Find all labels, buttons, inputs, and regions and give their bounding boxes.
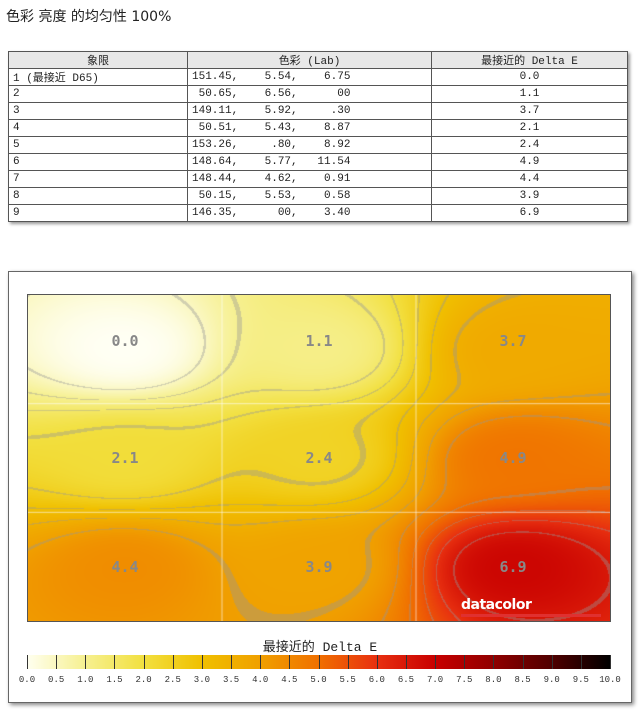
colorbar-tick [289,655,291,669]
colorbar-tick [551,655,553,669]
colorbar-tick [435,655,437,669]
quadrant-cell: 7 [8,170,188,188]
colorbar-tick [347,655,349,669]
colorbar-tick [376,655,378,669]
lab-cell: 50.51, 5.43, 8.87 [187,119,432,137]
colorbar-tick [464,655,466,669]
colorbar-tick-label: 9.0 [543,675,560,685]
col-delta-e: 最接近的 Delta E [431,51,628,69]
uniformity-table: 象限 色彩 (Lab) 最接近的 Delta E 1 (最接近 D65) 151.… [8,51,628,222]
table-row: 5 153.26, .80, 8.92 2.4 [8,136,628,154]
table-row: 3 149.11, 5.92, .30 3.7 [8,102,628,120]
colorbar-tick-label: 2.5 [164,675,181,685]
colorbar-tick [318,655,320,669]
col-lab: 色彩 (Lab) [187,51,432,69]
lab-cell: 148.44, 4.62, 0.91 [187,170,432,188]
page-title: 色彩 亮度 的均匀性 100% [6,9,172,25]
quadrant-cell: 5 [8,136,188,154]
quadrant-value-label: 4.9 [499,449,527,467]
colorbar-tick [580,655,582,669]
colorbar-tick [260,655,262,669]
colorbar-tick-label: 0.5 [48,675,65,685]
table-row: 6 148.64, 5.77, 11.54 4.9 [8,153,628,171]
quadrant-value-label: 3.9 [305,557,333,576]
quadrant-cell: 2 [8,85,188,103]
colorbar-tick-label: 5.5 [339,675,356,685]
delta-e-cell: 3.9 [431,187,628,205]
quadrant-cell: 3 [8,102,188,120]
delta-e-cell: 4.4 [431,170,628,188]
table-row: 4 50.51, 5.43, 8.87 2.1 [8,119,628,137]
heatmap-panel: 0.0 1.1 3.7 2.1 2.4 4.9 4.4 3.9 6.9 datacolor 最接… [8,271,632,703]
colorbar-tick-label: 5.0 [310,675,327,685]
colorbar-tick [27,655,28,669]
colorbar-tick-label: 1.0 [77,675,94,685]
colorbar-tick-label: 6.5 [397,675,415,685]
table-row: 2 50.65, 6.56, 00 1.1 [8,85,628,103]
delta-e-cell: 0.0 [431,68,628,86]
colorbar-tick [201,655,203,669]
table-row: 8 50.15, 5.53, 0.58 3.9 [8,187,628,205]
colorbar-tick-label: 10.0 [599,675,621,685]
lab-cell: 146.35, 00, 3.40 [187,204,432,222]
colorbar-tick-label: 4.0 [252,675,269,685]
colorbar-title: 最接近的 Delta E [262,640,378,655]
quadrant-value-label: 6.9 [499,557,527,576]
colorbar-tick-label: 3.0 [193,675,210,685]
table-row: 7 148.44, 4.62, 0.91 4.4 [8,170,628,188]
quadrant-value-label: 1.1 [305,332,333,351]
table-row: 1 (最接近 D65) 151.45, 5.54, 6.75 0.0 [8,68,628,86]
table-row: 9 146.35, 00, 3.40 6.9 [8,204,628,222]
colorbar-tick [405,655,407,669]
lab-cell: 148.64, 5.77, 11.54 [187,153,432,171]
uniformity-heatmap [27,294,611,622]
colorbar-tick [56,655,58,669]
colorbar-tick-label: 7.5 [456,675,473,685]
lab-cell: 50.15, 5.53, 0.58 [187,187,432,205]
colorbar-tick-label: 3.5 [222,675,240,685]
colorbar-tick [172,655,174,669]
delta-e-cell: 3.7 [431,102,628,120]
colorbar-tick [610,655,611,669]
delta-e-cell: 2.4 [431,136,628,154]
lab-cell: 153.26, .80, 8.92 [187,136,432,154]
quadrant-cell: 8 [8,187,188,205]
colorbar-tick [114,655,116,669]
colorbar-tick-label: 2.0 [135,675,152,685]
quadrant-value-label: 0.0 [111,332,139,351]
lab-cell: 50.65, 6.56, 00 [187,85,432,103]
colorbar-tick-label: 1.5 [106,675,123,685]
delta-e-cell: 1.1 [431,85,628,103]
colorbar-tick-label: 0.0 [18,675,36,685]
colorbar [27,655,611,669]
colorbar-tick-label: 7.0 [426,675,444,685]
quadrant-cell: 4 [8,119,188,137]
quadrant-value-label: 4.4 [111,557,139,576]
colorbar-tick-label: 8.0 [485,675,502,685]
quadrant-value-label: 2.1 [111,449,139,467]
colorbar-tick [522,655,524,669]
colorbar-tick-label: 8.5 [514,675,531,685]
colorbar-tick [231,655,233,669]
colorbar-tick-label: 9.5 [572,675,589,685]
quadrant-value-label: 3.7 [499,332,527,351]
quadrant-cell: 6 [8,153,188,171]
delta-e-cell: 4.9 [431,153,628,171]
quadrant-value-label: 2.4 [305,449,333,467]
colorbar-tick-label: 4.5 [281,675,298,685]
colorbar-tick [85,655,87,669]
delta-e-cell: 2.1 [431,119,628,137]
logo-underline [461,614,601,617]
colorbar-tick [493,655,495,669]
quadrant-cell: 9 [8,204,188,222]
colorbar-tick [143,655,145,669]
colorbar-tick-label: 6.0 [368,675,385,685]
delta-e-cell: 6.9 [431,204,628,222]
lab-cell: 149.11, 5.92, .30 [187,102,432,120]
col-quadrant: 象限 [8,51,188,69]
lab-cell: 151.45, 5.54, 6.75 [187,68,432,86]
datacolor-logo: datacolor [461,597,532,613]
quadrant-cell: 1 (最接近 D65) [8,68,188,86]
